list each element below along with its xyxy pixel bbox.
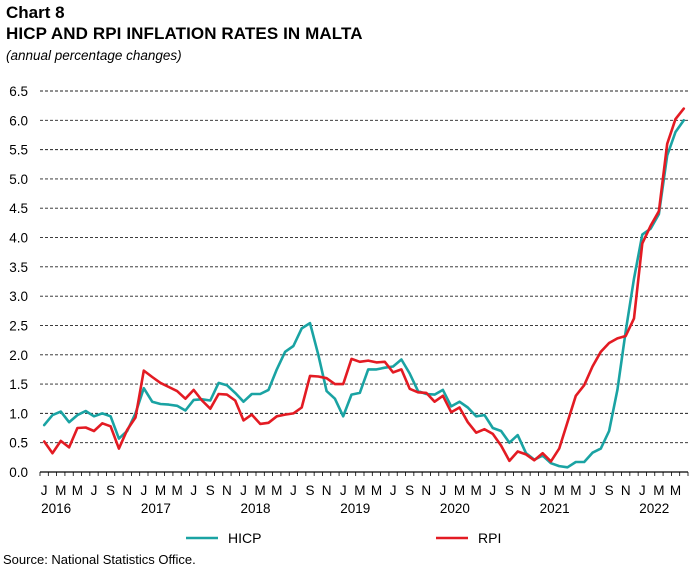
year-label: 2019 bbox=[340, 501, 370, 516]
x-axis-ticks: J M M J S N J M M J S N J M M J S N J M M J S N J M M J S N J M M J S N J M M2… bbox=[41, 483, 681, 516]
x-tick-label: S bbox=[605, 483, 614, 498]
x-tick-label: J bbox=[190, 483, 197, 498]
x-tick-label: J bbox=[91, 483, 98, 498]
x-tick-label: J bbox=[639, 483, 646, 498]
x-tick-label: N bbox=[521, 483, 531, 498]
y-tick-label: 0.5 bbox=[9, 436, 28, 451]
x-axis bbox=[39, 471, 689, 476]
x-tick-label: N bbox=[222, 483, 232, 498]
y-tick-label: 4.0 bbox=[9, 231, 28, 246]
x-tick-label: J bbox=[240, 483, 247, 498]
x-tick-label: N bbox=[421, 483, 431, 498]
year-label: 2016 bbox=[41, 501, 71, 516]
x-tick-label: M bbox=[570, 483, 581, 498]
x-tick-label: S bbox=[206, 483, 215, 498]
y-tick-label: 6.5 bbox=[9, 84, 28, 99]
y-axis-ticks: 0.0 0.5 1.0 1.5 2.0 2.5 3.0 3.5 4.0 4.5 5.0 5.5 6.0 6… bbox=[9, 84, 28, 480]
x-tick-label: M bbox=[271, 483, 282, 498]
x-tick-label: J bbox=[440, 483, 447, 498]
chart-label: Chart 8 bbox=[6, 3, 65, 22]
year-label: 2020 bbox=[440, 501, 470, 516]
y-tick-label: 1.5 bbox=[9, 377, 28, 392]
x-tick-label: M bbox=[454, 483, 465, 498]
x-tick-label: M bbox=[72, 483, 83, 498]
y-tick-label: 3.0 bbox=[9, 289, 28, 304]
x-tick-label: J bbox=[390, 483, 397, 498]
x-tick-label: S bbox=[106, 483, 115, 498]
x-tick-label: S bbox=[405, 483, 414, 498]
gridlines bbox=[40, 90, 688, 444]
x-tick-label: J bbox=[41, 483, 48, 498]
series-line-rpi bbox=[42, 107, 686, 463]
y-tick-label: 0.0 bbox=[9, 465, 28, 480]
y-tick-label: 6.0 bbox=[9, 113, 28, 128]
series-lines bbox=[42, 107, 686, 469]
x-tick-label: M bbox=[354, 483, 365, 498]
series-line-hicp bbox=[42, 119, 686, 469]
x-tick-label: J bbox=[290, 483, 297, 498]
year-label: 2021 bbox=[540, 501, 570, 516]
y-tick-label: 2.5 bbox=[9, 318, 28, 333]
y-tick-label: 5.0 bbox=[9, 172, 28, 187]
x-tick-label: N bbox=[621, 483, 631, 498]
y-tick-label: 2.0 bbox=[9, 348, 28, 363]
x-tick-label: M bbox=[371, 483, 382, 498]
source-note: Source: National Statistics Office. bbox=[3, 552, 196, 567]
year-label: 2018 bbox=[241, 501, 271, 516]
chart-title: HICP AND RPI INFLATION RATES IN MALTA bbox=[6, 24, 363, 43]
x-tick-label: J bbox=[489, 483, 496, 498]
x-tick-label: S bbox=[305, 483, 314, 498]
x-tick-label: M bbox=[554, 483, 565, 498]
x-tick-label: J bbox=[539, 483, 546, 498]
chart-subtitle: (annual percentage changes) bbox=[6, 48, 182, 63]
x-tick-label: S bbox=[505, 483, 514, 498]
x-tick-label: M bbox=[255, 483, 266, 498]
legend-label-rpi: RPI bbox=[478, 530, 501, 546]
y-tick-label: 1.0 bbox=[9, 406, 28, 421]
y-tick-label: 3.5 bbox=[9, 260, 28, 275]
x-tick-label: M bbox=[155, 483, 166, 498]
y-tick-label: 4.5 bbox=[9, 201, 28, 216]
x-tick-label: M bbox=[471, 483, 482, 498]
x-tick-label: N bbox=[122, 483, 132, 498]
x-tick-label: M bbox=[171, 483, 182, 498]
x-tick-label: M bbox=[55, 483, 66, 498]
legend: HICP RPI bbox=[186, 530, 501, 546]
x-tick-label: M bbox=[653, 483, 664, 498]
year-label: 2022 bbox=[639, 501, 669, 516]
x-tick-label: J bbox=[140, 483, 147, 498]
year-label: 2017 bbox=[141, 501, 171, 516]
y-tick-label: 5.5 bbox=[9, 143, 28, 158]
legend-label-hicp: HICP bbox=[228, 530, 261, 546]
x-tick-label: N bbox=[322, 483, 332, 498]
x-tick-label: M bbox=[670, 483, 681, 498]
x-tick-label: J bbox=[340, 483, 347, 498]
x-tick-label: J bbox=[589, 483, 596, 498]
